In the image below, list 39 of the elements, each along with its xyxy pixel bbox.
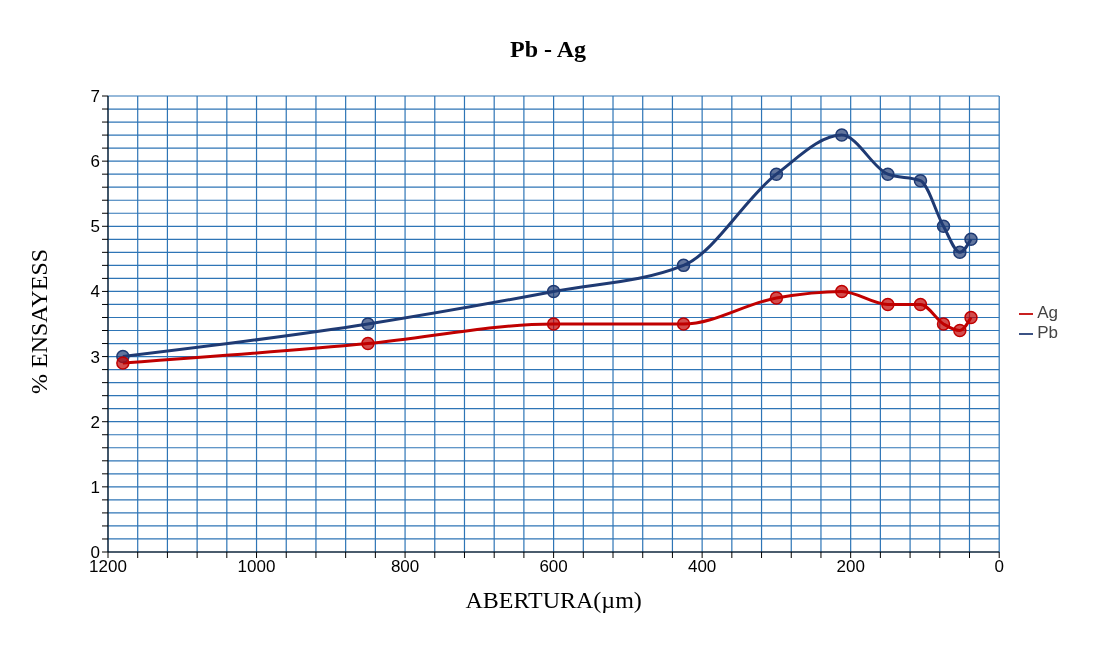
point — [361, 336, 375, 351]
point — [964, 232, 978, 247]
x-tick-label: 800 — [390, 557, 420, 577]
point — [361, 317, 375, 331]
point — [936, 317, 951, 331]
y-tick-label: 2 — [90, 412, 100, 432]
x-tick-label: 600 — [539, 557, 568, 577]
y-tick-label: 3 — [90, 347, 100, 367]
x-axis-title: ABERTURA(µm) — [465, 587, 642, 613]
point — [676, 317, 691, 331]
point — [835, 128, 849, 142]
y-tick-label: 6 — [90, 152, 100, 172]
legend-label: Ag — [1037, 303, 1058, 322]
point — [116, 356, 130, 370]
point — [546, 284, 561, 299]
x-tick-label: 200 — [836, 557, 865, 577]
legend-label: Pb — [1037, 323, 1058, 342]
point — [835, 284, 849, 299]
x-tick-label: 1000 — [237, 557, 276, 577]
y-tick-label: 1 — [90, 477, 100, 497]
y-axis-title: % ENSAYESS — [25, 248, 52, 394]
x-tick-label: 0 — [994, 557, 1004, 577]
y-tick-label: 4 — [90, 282, 100, 302]
point — [881, 297, 895, 312]
point — [881, 167, 895, 181]
point — [546, 317, 561, 331]
point — [953, 245, 967, 260]
chart-title: Pb - Ag — [509, 36, 587, 63]
point — [964, 310, 978, 325]
y-tick-label: 5 — [90, 217, 100, 237]
point — [913, 173, 928, 188]
point — [769, 167, 784, 181]
point — [913, 297, 928, 312]
point — [676, 258, 691, 273]
x-tick-label: 400 — [687, 557, 717, 577]
point — [936, 219, 951, 234]
y-tick-label: 7 — [90, 87, 100, 107]
point — [953, 323, 967, 338]
point — [769, 291, 784, 305]
